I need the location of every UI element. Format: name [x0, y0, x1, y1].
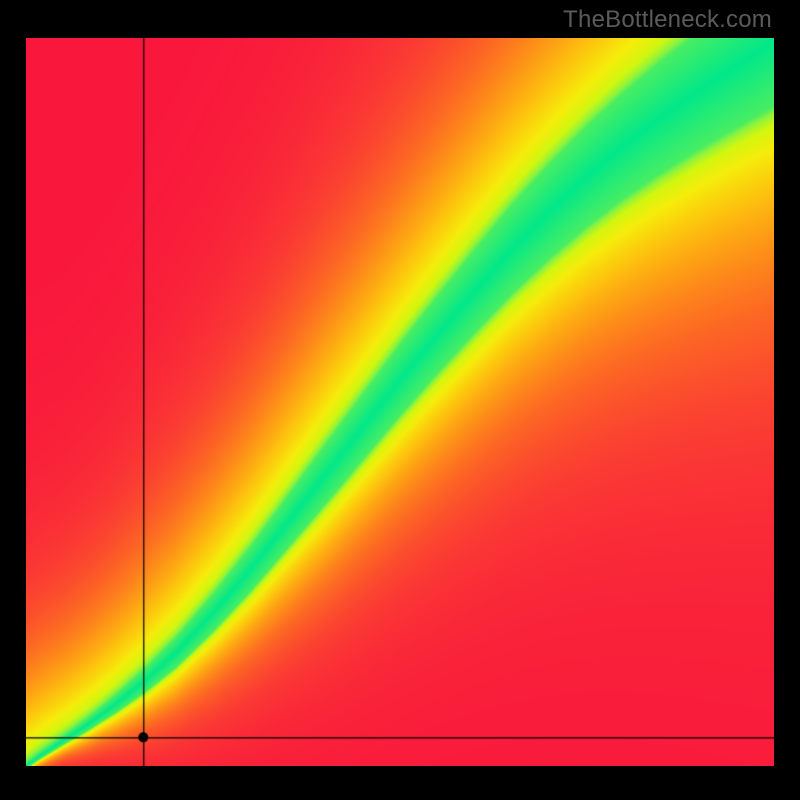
watermark-label: TheBottleneck.com — [563, 6, 772, 34]
heatmap-canvas — [26, 38, 774, 766]
heatmap-plot — [26, 38, 774, 766]
chart-frame: TheBottleneck.com — [0, 0, 800, 800]
